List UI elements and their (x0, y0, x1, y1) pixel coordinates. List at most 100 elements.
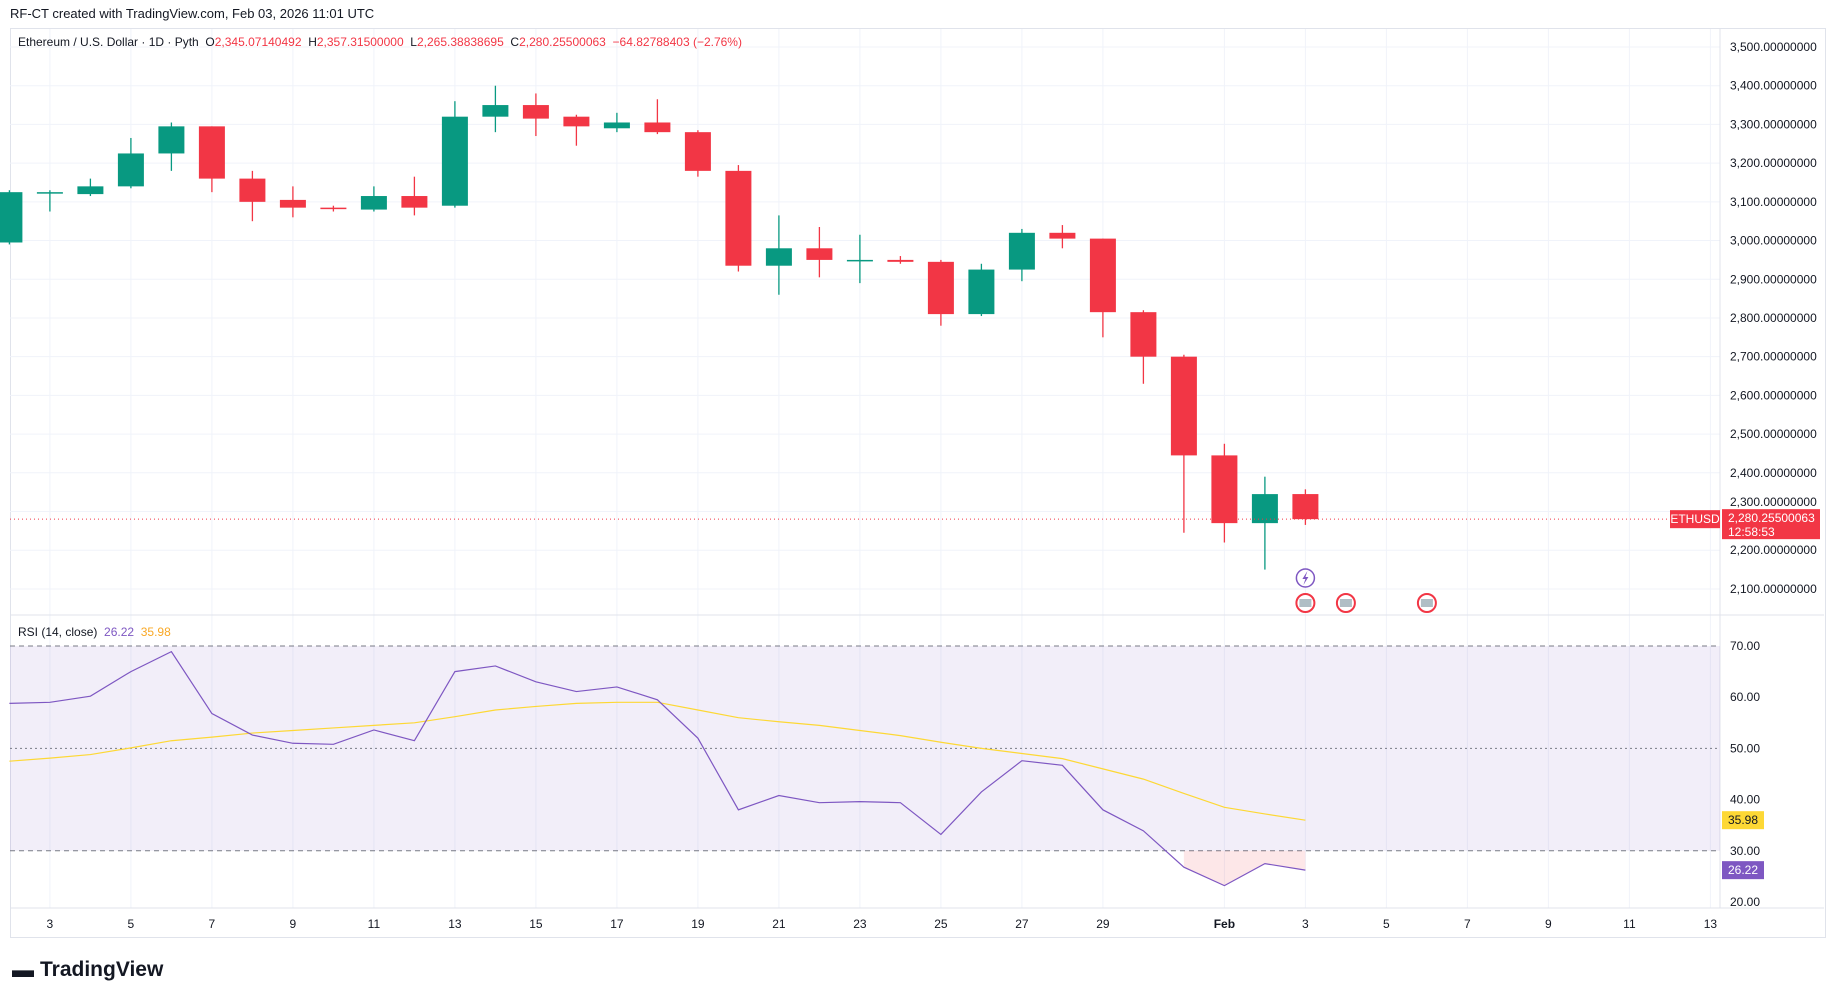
price-tick-label: 2,900.00000000 (1730, 272, 1817, 286)
candle-body (1008, 232, 1035, 270)
logo-text: TradingView (40, 958, 164, 981)
candle-body (603, 122, 630, 129)
price-tick-label: 2,600.00000000 (1730, 388, 1817, 402)
open-value: 2,345.07140492 (214, 35, 302, 49)
high-value: 2,357.31500000 (316, 35, 404, 49)
candle-body (401, 196, 428, 208)
candle-body (563, 116, 590, 127)
price-tick-label: 2,200.00000000 (1730, 543, 1817, 557)
candle-body (0, 192, 23, 243)
candle-body (1130, 312, 1157, 357)
candle-body (36, 192, 63, 194)
price-tick-label: 3,500.00000000 (1730, 40, 1817, 54)
candle-body (441, 116, 468, 206)
rsi-legend: RSI (14, close) 26.22 35.98 (18, 625, 171, 639)
price-badge (1722, 509, 1820, 540)
time-tick-label: 9 (290, 917, 297, 931)
candle-body (927, 261, 954, 315)
flag-glyph (1299, 599, 1312, 607)
low-value: 2,265.38838695 (416, 35, 504, 49)
rsi-title[interactable]: RSI (14, close) (18, 625, 98, 639)
candle-body (644, 122, 671, 133)
price-tick-label: 3,100.00000000 (1730, 195, 1817, 209)
symbol-legend: Ethereum / U.S. Dollar · 1D · Pyth O2,34… (18, 35, 742, 49)
candle-body (806, 248, 833, 260)
candle-body (1292, 494, 1319, 520)
candle-body (1089, 238, 1116, 313)
rsi-tick-label: 20.00 (1730, 895, 1760, 909)
flag-glyph (1339, 599, 1352, 607)
time-tick-label: 3 (47, 917, 54, 931)
candle-body (279, 199, 306, 208)
candle-body (239, 178, 266, 202)
close-value: 2,280.25500063 (519, 35, 606, 49)
time-tick-label: 27 (1015, 917, 1029, 931)
candle-body (725, 170, 752, 266)
time-tick-label: 9 (1545, 917, 1552, 931)
rsi-tick-label: 30.00 (1730, 844, 1760, 858)
time-tick-label: 23 (853, 917, 867, 931)
tv-logo-icon: ▬ (12, 957, 34, 982)
time-tick-label: 15 (529, 917, 543, 931)
time-tick-label: Feb (1214, 917, 1235, 931)
candle-body (158, 126, 185, 154)
lightning-glyph (1302, 571, 1309, 585)
tradingview-logo[interactable]: ▬ TradingView (12, 957, 163, 983)
price-tick-label: 2,400.00000000 (1730, 466, 1817, 480)
price-tick-label: 3,000.00000000 (1730, 234, 1817, 248)
time-tick-label: 21 (772, 917, 786, 931)
price-tick-label: 2,700.00000000 (1730, 350, 1817, 364)
close-label: C (510, 35, 520, 49)
price-badge-countdown: 12:58:53 (1728, 525, 1775, 539)
open-label: O (205, 35, 215, 49)
rsi-value: 26.22 (104, 625, 135, 639)
symbol-title[interactable]: Ethereum / U.S. Dollar · 1D · Pyth (18, 35, 199, 49)
price-tick-label: 2,500.00000000 (1730, 427, 1817, 441)
rsi-tick-label: 40.00 (1730, 793, 1760, 807)
rsi-tick-label: 70.00 (1730, 639, 1760, 653)
time-tick-label: 13 (448, 917, 462, 931)
rsi-ma-line (9, 701, 1306, 821)
time-tick-label: 17 (610, 917, 624, 931)
rsi-ma-badge (1722, 811, 1764, 830)
change-value: −64.82788403 (−2.76%) (612, 35, 742, 49)
candle-body (887, 259, 914, 262)
candle-body (1211, 455, 1238, 524)
candle-body (684, 132, 711, 171)
candle-body (198, 126, 225, 179)
candle-body (482, 105, 509, 117)
rsi-ma-value: 35.98 (140, 625, 171, 639)
chart-credit: RF-CT created with TradingView.com, Feb … (10, 6, 375, 21)
time-tick-label: 11 (1623, 917, 1636, 931)
candle-body (320, 207, 347, 210)
price-tick-label: 2,800.00000000 (1730, 311, 1817, 325)
candle-body (117, 153, 144, 187)
time-tick-label: 7 (1464, 917, 1471, 931)
time-tick-label: 3 (1302, 917, 1309, 931)
rsi-badge (1722, 861, 1764, 880)
candle-body (77, 186, 104, 195)
price-tick-label: 3,200.00000000 (1730, 156, 1817, 170)
oversold-fill (1183, 850, 1306, 886)
time-tick-label: 13 (1704, 917, 1718, 931)
chart-frame (10, 28, 1826, 938)
candle-body (1251, 494, 1278, 524)
time-tick-label: 11 (368, 917, 381, 931)
rsi-badge-text: 26.22 (1728, 863, 1758, 877)
time-tick-label: 25 (934, 917, 948, 931)
price-badge-value: 2,280.25500063 (1728, 511, 1815, 525)
symbol-badge-text: ETHUSD (1670, 512, 1720, 526)
symbol-badge (1670, 510, 1720, 529)
candle-body (765, 248, 792, 266)
high-label: H (308, 35, 317, 49)
time-tick-label: 29 (1096, 917, 1110, 931)
time-tick-label: 5 (1383, 917, 1390, 931)
price-tick-label: 3,400.00000000 (1730, 79, 1817, 93)
flag-glyph (1420, 599, 1433, 607)
candle-body (522, 105, 549, 119)
rsi-tick-label: 50.00 (1730, 741, 1760, 755)
price-tick-label: 3,300.00000000 (1730, 117, 1817, 131)
candle-body (968, 269, 995, 315)
time-tick-label: 7 (209, 917, 216, 931)
